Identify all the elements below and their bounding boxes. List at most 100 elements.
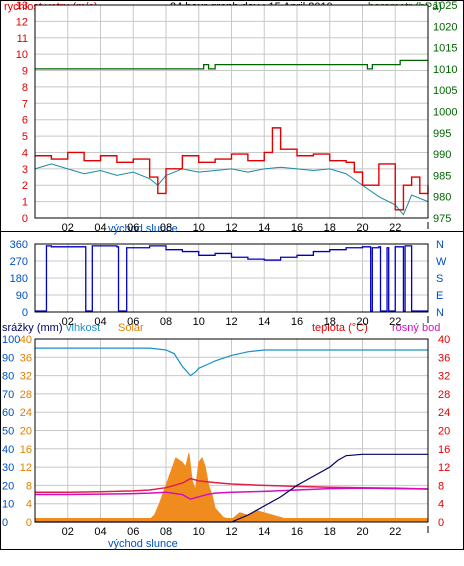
- wind-x-tick-label: 08: [160, 222, 172, 234]
- pressure-y-tick-label: 1025: [433, 0, 457, 12]
- climate-plot-outline: [34, 338, 429, 523]
- direction-x-tick-label: 18: [324, 316, 336, 328]
- direction-x-tick-label: 20: [356, 316, 368, 328]
- direction-x-tick-label: 16: [291, 316, 303, 328]
- climate-x-tick-label: 08: [160, 526, 172, 538]
- wind-x-tick-label: 16: [291, 222, 303, 234]
- direction-y-tick-label: 90: [16, 290, 28, 302]
- temperature-y-tick-label: 32: [438, 371, 450, 383]
- rain-y-tick-label: 4: [26, 499, 32, 511]
- wind-x-tick-label: 02: [62, 222, 74, 234]
- pressure-y-tick-label: 995: [433, 128, 451, 140]
- wind-y-tick-label: 0: [22, 213, 28, 225]
- temperature-y-tick-label: 20: [438, 426, 450, 438]
- climate-x-tick-label: 14: [258, 526, 270, 538]
- climate-x-tick-label: 04: [94, 526, 106, 538]
- direction-y-tick-label: 0: [22, 307, 28, 319]
- wind-y-tick-label: 7: [22, 98, 28, 110]
- climate-x-tick-label: 10: [193, 526, 205, 538]
- rain-axis-title: srážky (mm): [2, 322, 63, 334]
- pressure-y-tick-label: 990: [433, 149, 451, 161]
- wind-y-tick-label: 6: [22, 115, 28, 127]
- wind-x-tick-label: 06: [127, 222, 139, 234]
- pressure-y-tick-label: 975: [433, 213, 451, 225]
- temperature-y-tick-label: 40: [438, 334, 450, 346]
- wind-plot-outline: [34, 4, 429, 219]
- wind-x-tick-label: 10: [193, 222, 205, 234]
- wind-y-tick-label: 3: [22, 164, 28, 176]
- wind-x-tick-label: 12: [225, 222, 237, 234]
- humidity-y-tick-label: 90: [2, 352, 14, 364]
- compass-tick-label: N: [436, 307, 444, 319]
- rain-accumulation-line: [35, 453, 428, 523]
- humidity-y-tick-label: 50: [2, 426, 14, 438]
- wind-y-tick-label: 2: [22, 180, 28, 192]
- pressure-line: [35, 59, 428, 70]
- rain-y-tick-label: 36: [20, 352, 32, 364]
- temperature-line: [35, 477, 429, 494]
- wind-x-tick-label: 14: [258, 222, 270, 234]
- humidity-y-tick-label: 100: [2, 334, 20, 346]
- direction-y-tick-label: 270: [10, 256, 28, 268]
- direction-x-tick-label: 10: [193, 316, 205, 328]
- wind-x-tick-label: 22: [389, 222, 401, 234]
- humidity-y-tick-label: 0: [2, 517, 8, 529]
- direction-y-tick-label: 360: [10, 239, 28, 251]
- solar-axis-title: Solar: [118, 322, 144, 334]
- rain-y-tick-label: 20: [20, 426, 32, 438]
- wind-x-tick-label: 04: [94, 222, 106, 234]
- temperature-y-tick-label: 0: [438, 517, 444, 529]
- compass-tick-label: N: [436, 239, 444, 251]
- rain-y-tick-label: 0: [26, 517, 32, 529]
- dewpoint-line: [35, 487, 429, 500]
- climate-x-tick-label: 20: [356, 526, 368, 538]
- humidity-trace-line: [34, 163, 429, 216]
- direction-x-tick-label: 08: [160, 316, 172, 328]
- wind-y-tick-label: 13: [16, 0, 28, 12]
- solar-area: [149, 453, 298, 523]
- direction-x-tick-label: 12: [225, 316, 237, 328]
- direction-x-tick-label: 06: [127, 316, 139, 328]
- compass-tick-label: W: [436, 256, 447, 268]
- sunrise-label-top: východ slunce: [108, 223, 178, 235]
- wind-y-tick-label: 10: [16, 49, 28, 61]
- wind-y-tick-label: 12: [16, 16, 28, 28]
- direction-plot-outline: [34, 243, 429, 313]
- humidity-y-tick-label: 30: [2, 462, 14, 474]
- wind-y-tick-label: 5: [22, 131, 28, 143]
- direction-y-tick-label: 180: [10, 273, 28, 285]
- wind-y-tick-label: 4: [22, 147, 28, 159]
- direction-x-tick-label: 02: [62, 316, 74, 328]
- rain-y-tick-label: 40: [20, 334, 32, 346]
- wind-y-tick-label: 11: [17, 33, 28, 45]
- direction-x-tick-label: 22: [389, 316, 401, 328]
- wind-x-tick-label: 20: [356, 222, 368, 234]
- rain-y-tick-label: 28: [20, 389, 32, 401]
- humidity-y-tick-label: 20: [2, 480, 14, 492]
- climate-x-tick-label: 02: [62, 526, 74, 538]
- climate-x-tick-label: 12: [225, 526, 237, 538]
- climate-x-tick-label: 22: [389, 526, 401, 538]
- direction-x-tick-label: 04: [94, 316, 106, 328]
- wind-y-tick-label: 1: [22, 197, 28, 209]
- pressure-y-tick-label: 1020: [433, 21, 457, 33]
- temperature-y-tick-label: 8: [438, 480, 444, 492]
- pressure-y-tick-label: 1005: [433, 85, 457, 97]
- rain-y-tick-label: 8: [26, 480, 32, 492]
- compass-tick-label: E: [436, 290, 443, 302]
- temperature-axis-title: teplota (°C): [312, 322, 368, 334]
- humidity-axis-title: vlhkost: [66, 322, 100, 334]
- climate-x-tick-label: 06: [127, 526, 139, 538]
- temperature-y-tick-label: 24: [438, 407, 450, 419]
- pressure-y-tick-label: 1010: [433, 64, 457, 76]
- compass-tick-label: S: [436, 273, 443, 285]
- humidity-y-tick-label: 60: [2, 407, 14, 419]
- direction-x-tick-label: 14: [258, 316, 270, 328]
- rain-y-tick-label: 12: [20, 462, 32, 474]
- chart-layer: 0123456789101112139759809859909951000100…: [2, 0, 457, 538]
- pressure-y-tick-label: 1000: [433, 107, 457, 119]
- temperature-y-tick-label: 4: [438, 499, 444, 511]
- climate-x-tick-label: 16: [291, 526, 303, 538]
